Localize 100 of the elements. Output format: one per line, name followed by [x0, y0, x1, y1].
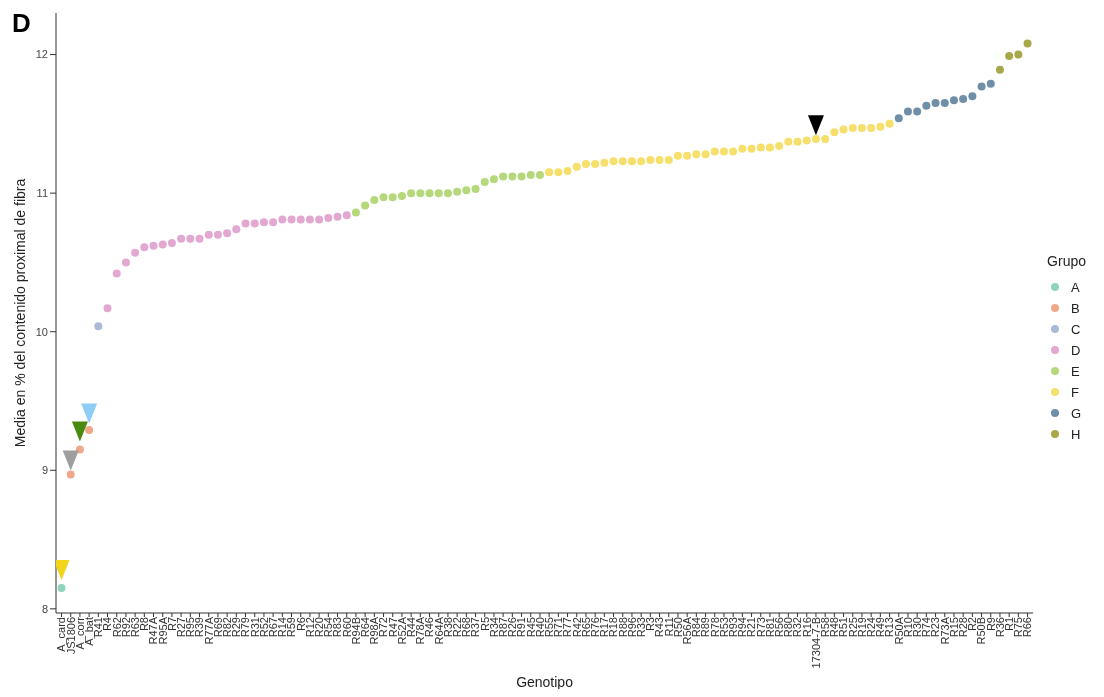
point [839, 125, 848, 134]
point [526, 171, 535, 180]
point [747, 144, 756, 153]
point [462, 186, 471, 195]
point [581, 160, 590, 169]
legend-label: F [1071, 384, 1080, 400]
point [140, 243, 149, 252]
point [885, 119, 894, 128]
legend-title: Grupo [1047, 252, 1086, 269]
point [508, 172, 517, 181]
point [701, 150, 710, 159]
point [710, 147, 719, 156]
point [683, 151, 692, 160]
legend-label: B [1071, 300, 1080, 316]
point [968, 92, 977, 101]
point [315, 215, 324, 224]
point [333, 212, 342, 221]
point [765, 143, 774, 152]
point [66, 470, 75, 479]
point [388, 193, 397, 202]
legend-label: C [1071, 321, 1081, 337]
point [407, 189, 416, 198]
point [296, 215, 305, 224]
point [903, 107, 912, 116]
point [342, 211, 351, 220]
point [177, 234, 186, 243]
point [949, 96, 958, 105]
point [1014, 50, 1023, 59]
point [618, 157, 627, 166]
point [370, 196, 379, 205]
point [241, 219, 250, 228]
point [213, 230, 222, 239]
point [1023, 39, 1032, 48]
point [894, 114, 903, 123]
point [259, 218, 268, 227]
point [811, 135, 820, 144]
point [480, 178, 489, 187]
point [397, 191, 406, 200]
point [416, 189, 425, 198]
point [269, 218, 278, 227]
point [940, 99, 949, 108]
point [692, 150, 701, 159]
point [609, 157, 618, 166]
chart-title: D [12, 8, 31, 39]
point [81, 403, 98, 424]
point [784, 137, 793, 146]
point [545, 168, 554, 177]
point [977, 82, 986, 91]
point [913, 107, 922, 116]
point [995, 65, 1004, 74]
legend-label: H [1071, 426, 1081, 442]
point [931, 99, 940, 108]
point [1005, 51, 1014, 60]
point [738, 144, 747, 153]
y-tick-label: 11 [36, 187, 48, 200]
legend-label: A [1071, 279, 1080, 295]
point [85, 426, 94, 435]
point [287, 215, 296, 224]
legend-label: E [1071, 363, 1080, 379]
point [186, 234, 195, 243]
point [802, 136, 811, 145]
point [57, 584, 66, 593]
point [655, 155, 664, 164]
y-tick-label: 12 [35, 48, 48, 61]
point [443, 189, 452, 198]
point [131, 248, 140, 257]
point [959, 94, 968, 103]
point [195, 234, 204, 243]
point [775, 142, 784, 151]
point [572, 162, 581, 171]
y-tick-label: 9 [41, 464, 48, 477]
point [637, 157, 646, 166]
point [600, 158, 609, 167]
point [204, 230, 213, 239]
point [425, 189, 434, 198]
point [471, 184, 480, 193]
point [351, 208, 360, 217]
point [223, 229, 232, 238]
point [673, 151, 682, 160]
point [250, 219, 259, 228]
legend-label: D [1071, 342, 1081, 358]
point [922, 101, 931, 110]
point [986, 79, 995, 88]
point [149, 241, 158, 250]
point [305, 215, 314, 224]
point [807, 115, 824, 136]
point [361, 201, 370, 210]
point [278, 215, 287, 224]
point [517, 172, 526, 181]
point [554, 168, 563, 177]
point [75, 445, 84, 454]
y-tick-label: 8 [41, 602, 48, 615]
point [867, 124, 876, 133]
y-tick-label: 10 [35, 325, 48, 338]
point [535, 171, 544, 180]
point [848, 124, 857, 133]
point [62, 450, 79, 471]
point [158, 240, 167, 249]
point [121, 258, 130, 267]
point [646, 155, 655, 164]
